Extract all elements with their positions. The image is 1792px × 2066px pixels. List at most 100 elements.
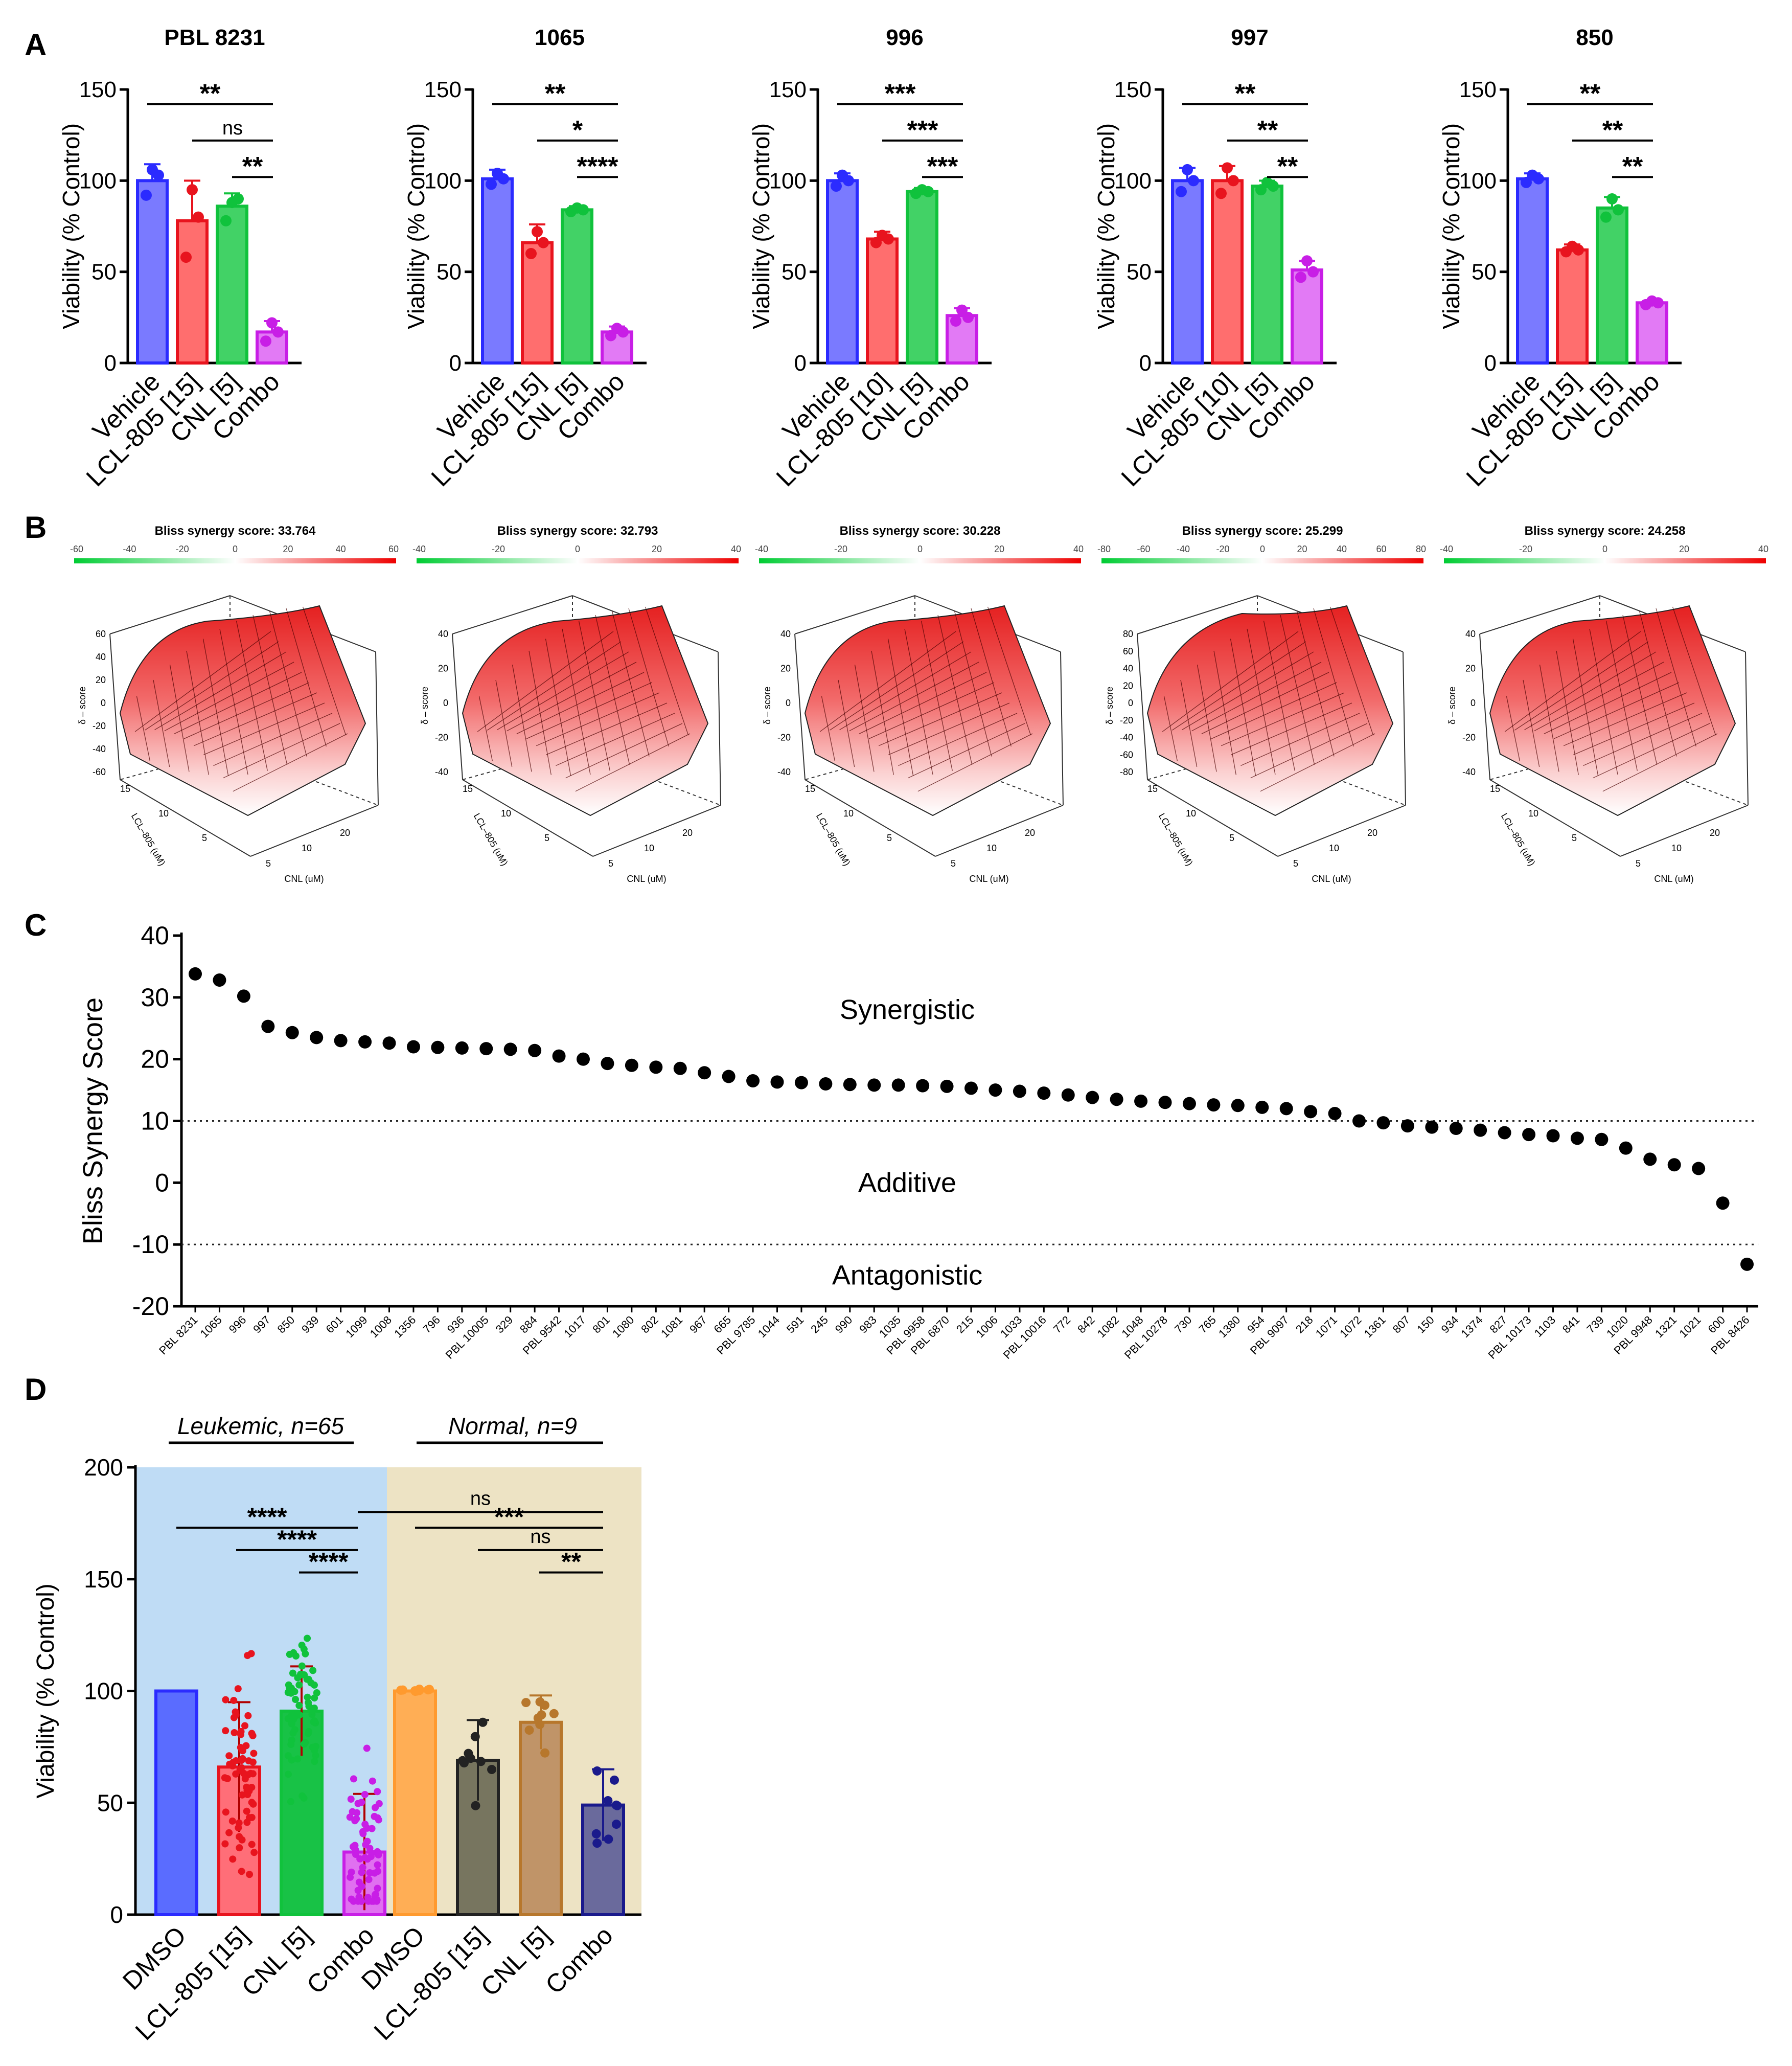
surface-grid-line — [269, 610, 307, 757]
x-tick-label: 1065 — [198, 1313, 224, 1340]
x-tick-label: 1021 — [1676, 1313, 1703, 1340]
significance-label: * — [572, 116, 583, 145]
z-axis-label: δ – score — [762, 687, 772, 724]
z-tick-label: -40 — [777, 767, 791, 777]
x-tick-label: 796 — [420, 1313, 443, 1336]
data-point — [538, 237, 549, 248]
y-tick-label: 100 — [79, 168, 117, 193]
z-tick-label: 20 — [438, 664, 448, 674]
bar — [216, 205, 248, 365]
color-scale-tick: 80 — [1416, 544, 1426, 554]
z-tick-label: -40 — [1120, 733, 1133, 743]
data-point — [213, 973, 226, 987]
z-tick-label: -80 — [1120, 767, 1133, 777]
data-point — [528, 1043, 542, 1057]
data-point — [374, 1788, 381, 1796]
depth-axis-label: LCL–805 (uM) — [472, 811, 510, 868]
bar — [1556, 248, 1589, 365]
data-point — [1570, 1131, 1584, 1145]
x-tick-label: 5 — [951, 858, 956, 869]
depth-tick-label: 5 — [887, 833, 892, 843]
panel-label-b: B — [25, 510, 47, 544]
data-point — [305, 1699, 312, 1707]
data-point — [236, 1844, 243, 1852]
z-tick-label: -20 — [1462, 733, 1476, 743]
surface-grid-line — [565, 723, 683, 779]
data-point — [301, 1740, 308, 1748]
data-point — [365, 1876, 373, 1883]
data-point — [1231, 1099, 1245, 1113]
significance-label: ns — [470, 1488, 491, 1510]
data-point — [334, 1034, 348, 1048]
data-point — [455, 1041, 469, 1055]
x-tick-label: 5 — [608, 858, 613, 869]
box-edge — [1745, 651, 1749, 806]
synergy-surface — [119, 605, 366, 816]
z-tick-label: 40 — [96, 652, 106, 662]
data-point — [272, 326, 284, 338]
surface-grid-line — [1589, 628, 1618, 775]
data-point — [601, 1057, 614, 1071]
x-tick-label: 10 — [644, 843, 654, 853]
surface-grid-line — [1260, 733, 1375, 792]
x-tick-label: 5 — [1293, 858, 1298, 869]
surface-grid-line — [223, 723, 340, 779]
x-tick-label: 801 — [590, 1313, 612, 1336]
z-tick-label: -20 — [777, 733, 791, 743]
x-tick-label: 20 — [340, 828, 350, 838]
surface-grid-line — [887, 639, 914, 776]
surface-grid-line — [562, 628, 591, 775]
box-edge — [1489, 779, 1621, 857]
data-point — [374, 1848, 381, 1855]
depth-tick-label: 5 — [1229, 833, 1234, 843]
x-tick-label: CNL [5] — [475, 1921, 556, 2002]
x-tick-label: 934 — [1439, 1313, 1461, 1336]
data-point — [298, 1641, 306, 1649]
panel-label-d: D — [25, 1372, 47, 1406]
data-point — [1328, 1107, 1342, 1120]
surface-title: Bliss synergy score: 25.299 — [1182, 524, 1343, 538]
significance-label: *** — [885, 79, 916, 109]
data-point — [1449, 1122, 1463, 1135]
box-edge — [935, 805, 1064, 857]
depth-tick-label: 5 — [202, 833, 207, 843]
significance-label: ns — [530, 1526, 550, 1548]
data-point — [1222, 162, 1233, 174]
x-tick-label: 10 — [302, 843, 312, 853]
color-scale-tick: -20 — [1216, 544, 1229, 554]
data-point — [311, 1694, 318, 1702]
significance-label: **** — [309, 1548, 349, 1576]
data-point — [292, 1696, 300, 1704]
y-tick-label: 0 — [794, 351, 807, 376]
depth-axis-label: LCL–805 (uM) — [1499, 811, 1537, 868]
data-point — [1037, 1086, 1051, 1100]
data-point — [722, 1070, 736, 1083]
data-point — [347, 1795, 355, 1803]
data-point — [228, 1817, 236, 1825]
data-point — [540, 1700, 549, 1710]
chart-title: 996 — [886, 25, 923, 50]
surface-grid-line — [512, 664, 532, 772]
data-point — [1182, 1097, 1196, 1110]
surface-grid-line — [1572, 639, 1599, 776]
data-point — [1652, 297, 1664, 309]
data-point — [363, 1744, 371, 1752]
x-tick-label: 1356 — [392, 1313, 418, 1340]
data-point — [238, 1868, 245, 1875]
data-point — [964, 1081, 978, 1095]
data-point — [396, 1685, 406, 1695]
data-point — [309, 1667, 317, 1674]
data-point — [1176, 186, 1187, 197]
synergy-surface — [462, 605, 709, 816]
y-axis-label: Bliss Synergy Score — [78, 997, 108, 1244]
z-tick-label: 40 — [1123, 664, 1133, 674]
y-tick-label: -10 — [132, 1230, 169, 1259]
surface-grid-line — [536, 692, 660, 746]
data-point — [247, 1650, 255, 1658]
data-point — [298, 1792, 306, 1800]
surface-grid-line — [1211, 682, 1337, 739]
depth-tick-label: 5 — [544, 833, 549, 843]
surface-grid-line — [854, 664, 875, 772]
depth-tick-label: 15 — [1147, 784, 1158, 794]
